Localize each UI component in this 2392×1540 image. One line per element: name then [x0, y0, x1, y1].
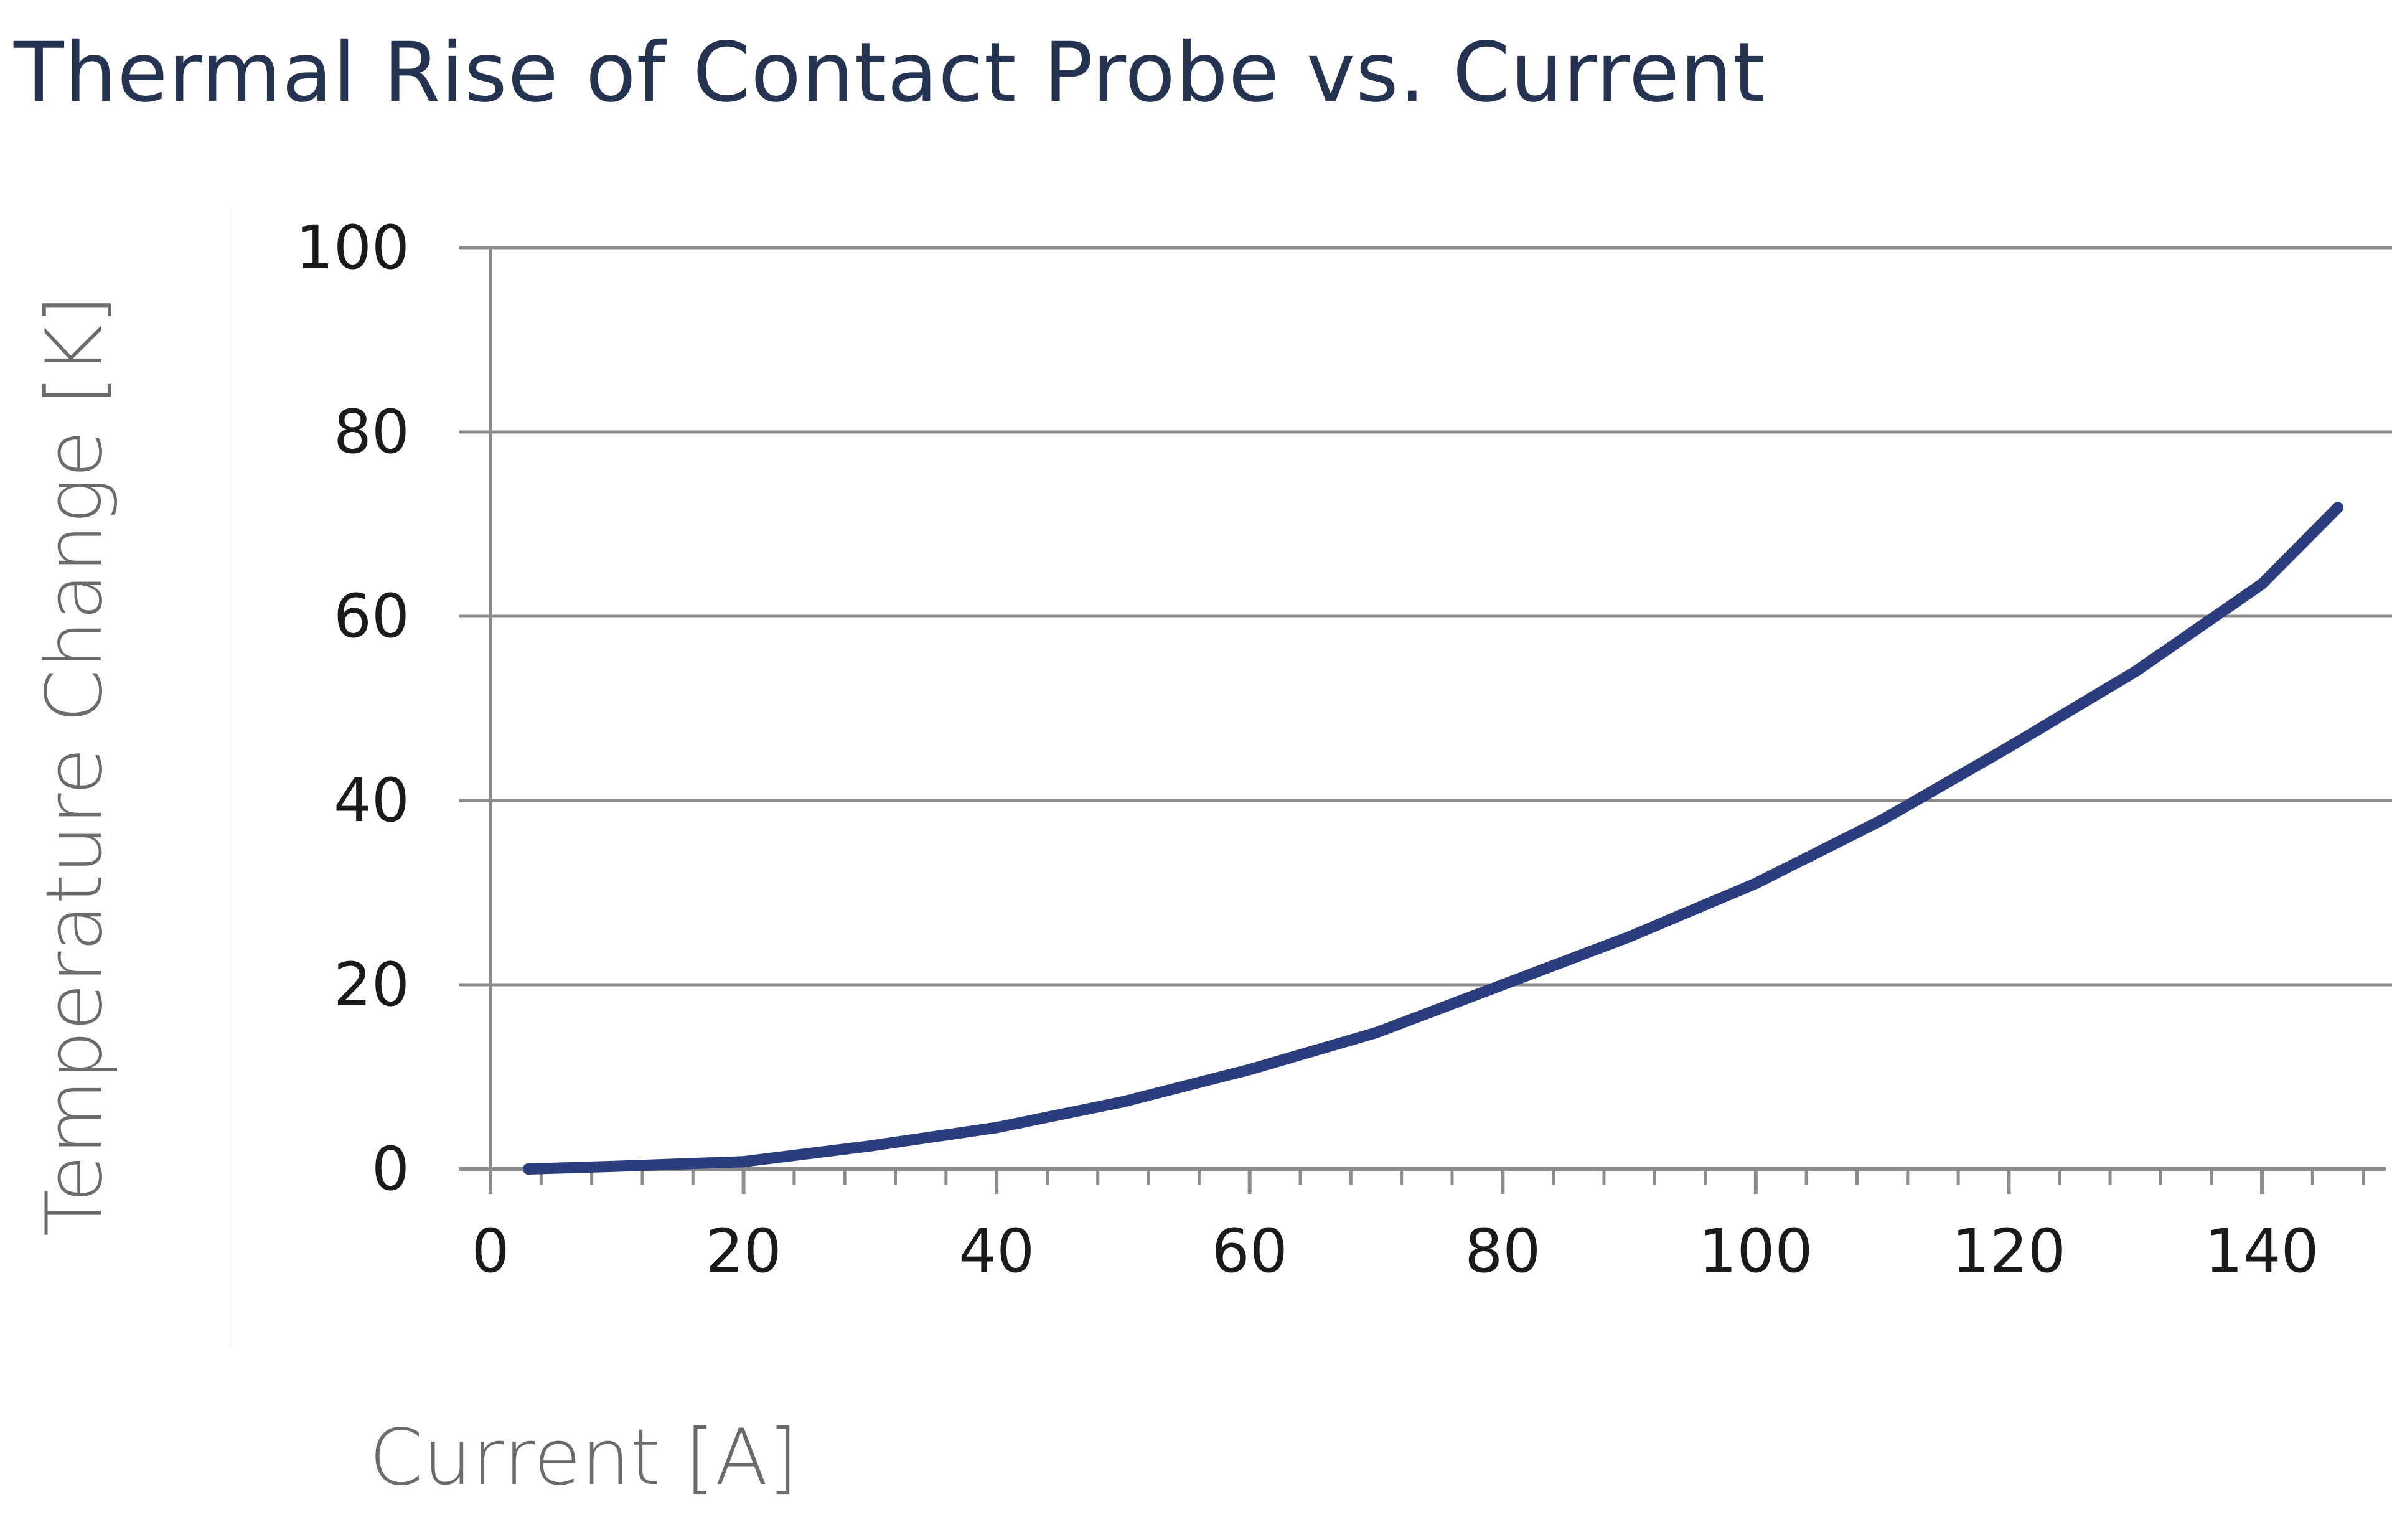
data-point: [991, 1122, 1003, 1134]
x-tick-label-60: 60: [1212, 1216, 1288, 1286]
series-lines: [522, 502, 2343, 1175]
y-tick-labels: 0 20 40 60 80 100: [296, 213, 410, 1204]
data-point: [1497, 979, 1509, 990]
gridlines: [459, 246, 2392, 987]
x-tick-label-40: 40: [959, 1216, 1034, 1286]
data-point: [522, 1163, 534, 1175]
x-tick-label-120: 120: [1952, 1216, 2066, 1286]
data-point: [2256, 578, 2268, 590]
data-point: [2129, 665, 2141, 677]
y-tick-label-60: 60: [334, 581, 410, 651]
data-point: [1244, 1064, 1255, 1076]
axes: [459, 248, 2386, 1194]
y-tick-label-20: 20: [334, 950, 410, 1020]
x-tick-label-20: 20: [705, 1216, 781, 1286]
chart-title: Thermal Rise of Contact Probe vs. Curren…: [14, 25, 1766, 121]
plot-area-border: [230, 209, 231, 1348]
x-axis-title: Current [A]: [369, 1413, 798, 1503]
x-tick-label-100: 100: [1699, 1216, 1813, 1286]
data-point: [2003, 741, 2015, 753]
y-tick-label-100: 100: [296, 213, 410, 283]
data-point: [2332, 502, 2343, 514]
x-tick-label-80: 80: [1465, 1216, 1541, 1286]
data-point: [1750, 878, 1761, 890]
y-tick-label-80: 80: [334, 397, 410, 467]
data-point: [611, 1160, 623, 1172]
y-tick-label-0: 0: [372, 1134, 410, 1204]
series-line-0: [523, 502, 2343, 1175]
tick-marks: [489, 1169, 2365, 1194]
x-tick-label-0: 0: [471, 1216, 509, 1286]
y-tick-label-40: 40: [334, 766, 410, 835]
data-point: [1371, 1026, 1382, 1038]
x-tick-labels: 0 20 40 60 80 100 120 140: [471, 1216, 2319, 1286]
data-point: [864, 1140, 876, 1152]
x-tick-label-140: 140: [2205, 1216, 2319, 1286]
data-point: [1877, 814, 1888, 826]
data-point: [1623, 931, 1635, 943]
data-point: [738, 1156, 749, 1168]
data-point: [1117, 1096, 1129, 1107]
